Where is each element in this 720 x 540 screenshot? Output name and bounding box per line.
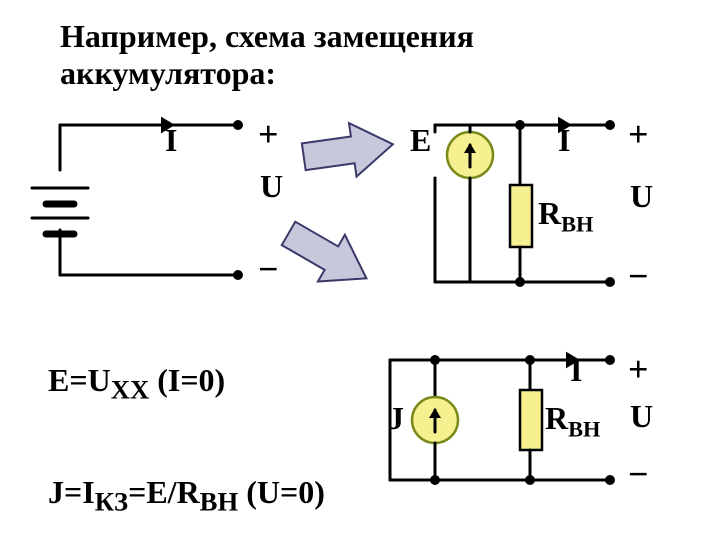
c2-I: I bbox=[558, 122, 570, 159]
c1-minus: − bbox=[258, 248, 279, 290]
c2-E: E bbox=[410, 122, 431, 159]
c1-I: I bbox=[165, 122, 177, 159]
c1-plus: + bbox=[258, 113, 279, 155]
c3-J: J bbox=[388, 400, 404, 437]
circuits-svg bbox=[0, 0, 720, 540]
c3-minus: − bbox=[628, 453, 649, 495]
c2-minus: − bbox=[628, 255, 649, 297]
formula-J: J=IКЗ=E/RВН (U=0) bbox=[48, 474, 325, 517]
c3-plus: + bbox=[628, 348, 649, 390]
formula-E: E=UXX (I=0) bbox=[48, 362, 225, 405]
c2-R: RВН bbox=[538, 195, 593, 237]
c3-I: I bbox=[570, 352, 582, 389]
c3-R: RВН bbox=[545, 400, 600, 442]
c1-U: U bbox=[260, 168, 283, 205]
c2-U: U bbox=[630, 178, 653, 215]
c3-U: U bbox=[630, 398, 653, 435]
c2-plus: + bbox=[628, 113, 649, 155]
